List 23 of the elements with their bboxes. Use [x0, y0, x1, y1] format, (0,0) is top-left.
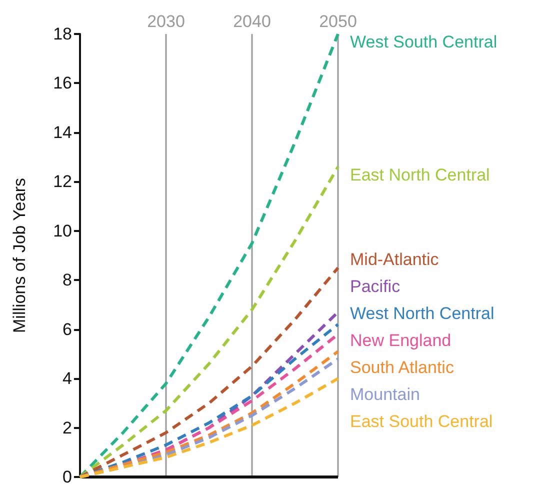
series-label: Pacific: [350, 277, 401, 296]
y-tick-label: 18: [53, 24, 72, 44]
x-tick-label: 2050: [319, 12, 357, 31]
x-tick-label: 2040: [233, 12, 271, 31]
series-label: South Atlantic: [350, 358, 454, 377]
y-tick-label: 14: [53, 122, 72, 142]
series-label: West South Central: [350, 32, 498, 52]
series-label: West North Central: [350, 304, 494, 323]
series-label: New England: [350, 330, 452, 350]
y-tick-label: 4: [62, 369, 72, 388]
y-tick-label: 6: [62, 320, 72, 339]
y-tick-label: 12: [53, 172, 72, 192]
y-tick-label: 8: [62, 270, 72, 290]
x-tick-label: 2030: [147, 12, 185, 31]
y-tick-label: 10: [53, 221, 72, 240]
y-axis-title: Millions of Job Years: [10, 178, 29, 333]
series-label: Mid-Atlantic: [350, 250, 440, 269]
y-tick-label: 2: [62, 418, 72, 438]
series-label: Mountain: [350, 384, 420, 404]
y-tick-label: 0: [62, 468, 72, 486]
text: East South Central: [350, 412, 493, 431]
series-label: East North Central: [350, 165, 490, 184]
y-tick-label: 16: [53, 74, 72, 93]
